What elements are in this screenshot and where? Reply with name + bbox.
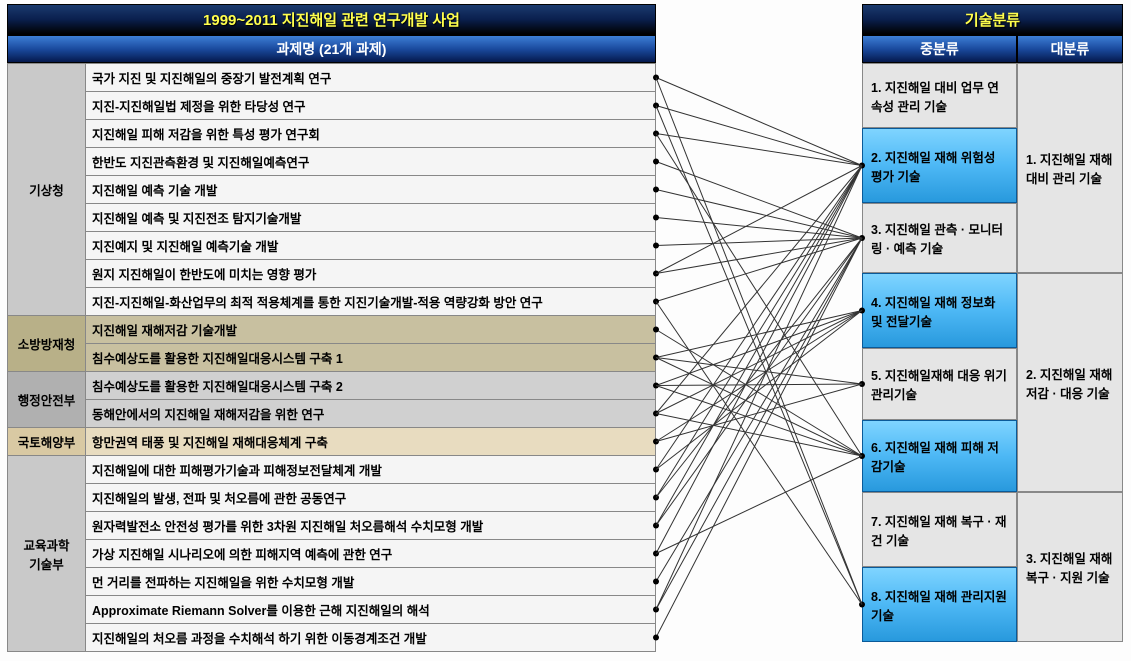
maj-class-box: 2. 지진해일 재해 저감 · 대응 기술 <box>1017 273 1123 492</box>
project-row: 지진해일의 처오름 과정을 수치해석 하기 위한 이동경계조건 개발 <box>86 624 656 652</box>
project-row: 원자력발전소 안전성 평가를 위한 3차원 지진해일 처오름해석 수치모형 개발 <box>86 512 656 540</box>
maj-column: 1. 지진해일 재해 대비 관리 기술2. 지진해일 재해 저감 · 대응 기술… <box>1017 63 1123 642</box>
right-title: 기술분류 <box>862 4 1123 35</box>
mid-column: 1. 지진해일 대비 업무 연속성 관리 기술2. 지진해일 재해 위험성 평가… <box>862 63 1017 642</box>
org-cell: 소방방재청 <box>8 316 86 372</box>
project-row: 국가 지진 및 지진해일의 중장기 발전계획 연구 <box>86 64 656 92</box>
mid-header: 중분류 <box>862 35 1017 63</box>
project-row: 침수예상도를 활용한 지진해일대응시스템 구축 2 <box>86 372 656 400</box>
project-row: 원지 지진해일이 한반도에 미치는 영향 평가 <box>86 260 656 288</box>
mid-class-box: 7. 지진해일 재해 복구 · 재건 기술 <box>862 492 1017 567</box>
org-cell: 기상청 <box>8 64 86 316</box>
org-cell: 행정안전부 <box>8 372 86 428</box>
project-row: 지진해일 예측 및 지진전조 탐지기술개발 <box>86 204 656 232</box>
project-row: 침수예상도를 활용한 지진해일대응시스템 구축 1 <box>86 344 656 372</box>
mid-class-box: 3. 지진해일 관측 · 모니터링 · 예측 기술 <box>862 203 1017 273</box>
left-title: 1999~2011 지진해일 관련 연구개발 사업 <box>7 4 656 35</box>
project-row: 한반도 지진관측환경 및 지진해일예측연구 <box>86 148 656 176</box>
mid-class-box: 5. 지진해일재해 대응 위기관리기술 <box>862 348 1017 420</box>
project-row: 먼 거리를 전파하는 지진해일을 위한 수치모형 개발 <box>86 568 656 596</box>
project-row: 지진해일에 대한 피해평가기술과 피해정보전달체계 개발 <box>86 456 656 484</box>
maj-class-box: 1. 지진해일 재해 대비 관리 기술 <box>1017 63 1123 273</box>
left-subtitle: 과제명 (21개 과제) <box>7 35 656 63</box>
mid-class-box: 1. 지진해일 대비 업무 연속성 관리 기술 <box>862 63 1017 128</box>
project-row: 지진-지진해일-화산업무의 최적 적용체계를 통한 지진기술개발-적용 역량강화… <box>86 288 656 316</box>
right-panel: 기술분류 중분류 대분류 1. 지진해일 대비 업무 연속성 관리 기술2. 지… <box>862 4 1123 642</box>
maj-header: 대분류 <box>1017 35 1123 63</box>
project-table: 기상청국가 지진 및 지진해일의 중장기 발전계획 연구지진-지진해일법 제정을… <box>7 63 656 652</box>
mid-class-box: 4. 지진해일 재해 정보화 및 전달기술 <box>862 273 1017 348</box>
left-panel: 1999~2011 지진해일 관련 연구개발 사업 과제명 (21개 과제) 기… <box>7 4 656 652</box>
project-row: 항만권역 태풍 및 지진해일 재해대응체계 구축 <box>86 428 656 456</box>
maj-class-box: 3. 지진해일 재해 복구 · 지원 기술 <box>1017 492 1123 642</box>
mid-class-box: 6. 지진해일 재해 피해 저감기술 <box>862 420 1017 492</box>
project-row: Approximate Riemann Solver를 이용한 근해 지진해일의… <box>86 596 656 624</box>
project-row: 지진해일 예측 기술 개발 <box>86 176 656 204</box>
project-row: 지진예지 및 지진해일 예측기술 개발 <box>86 232 656 260</box>
org-cell: 국토해양부 <box>8 428 86 456</box>
mid-class-box: 8. 지진해일 재해 관리지원 기술 <box>862 567 1017 642</box>
project-row: 지진-지진해일법 제정을 위한 타당성 연구 <box>86 92 656 120</box>
org-cell: 교육과학기술부 <box>8 456 86 652</box>
project-row: 지진해일 재해저감 기술개발 <box>86 316 656 344</box>
mid-class-box: 2. 지진해일 재해 위험성 평가 기술 <box>862 128 1017 203</box>
project-row: 지진해일의 발생, 전파 및 처오름에 관한 공동연구 <box>86 484 656 512</box>
project-row: 가상 지진해일 시나리오에 의한 피해지역 예측에 관한 연구 <box>86 540 656 568</box>
project-row: 지진해일 피해 저감을 위한 특성 평가 연구회 <box>86 120 656 148</box>
project-row: 동해안에서의 지진해일 재해저감을 위한 연구 <box>86 400 656 428</box>
